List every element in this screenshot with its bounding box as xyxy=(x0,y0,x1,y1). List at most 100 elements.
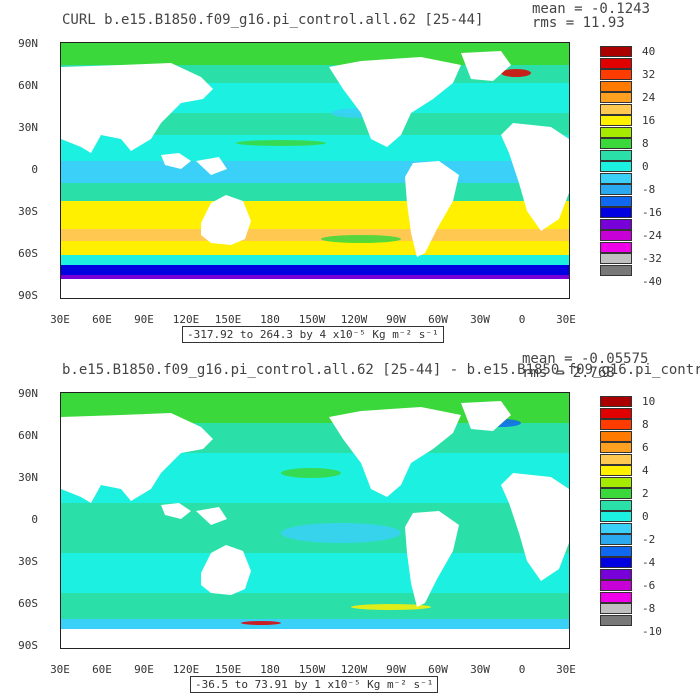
colorbar-swatch xyxy=(600,407,632,419)
colorbar-label: -24 xyxy=(642,229,662,242)
lon-label: 180 xyxy=(260,313,280,326)
lon-label: 120E xyxy=(172,313,200,326)
lat-label: 30N xyxy=(18,471,38,484)
colorbar-swatch xyxy=(600,264,632,276)
colorbar-swatch xyxy=(600,614,632,626)
colorbar-swatch xyxy=(600,207,632,218)
lat-label: 30N xyxy=(18,121,38,134)
field-anomaly xyxy=(351,604,431,610)
map-field xyxy=(61,393,569,648)
lon-label: 30E xyxy=(556,313,576,326)
colorbar-swatch xyxy=(600,522,632,534)
lat-label: 90S xyxy=(18,289,38,302)
field-band xyxy=(61,553,569,593)
colorbar-swatch xyxy=(600,253,632,264)
colorbar-label: -8 xyxy=(642,183,656,196)
colorbar-swatch xyxy=(600,92,632,103)
colorbar-swatch xyxy=(600,115,632,126)
field-band xyxy=(61,161,569,183)
rms-stat: rms = 2.768 xyxy=(522,365,615,381)
land-mass xyxy=(161,153,191,169)
field-anomaly xyxy=(236,140,326,146)
lat-label: 0 xyxy=(31,163,38,176)
colorbar-swatch xyxy=(600,172,632,184)
colorbar-swatch xyxy=(600,218,632,230)
colorbar-swatch xyxy=(600,396,632,407)
land-mass xyxy=(161,503,191,519)
lon-label: 150W xyxy=(298,313,326,326)
lon-label: 0 xyxy=(518,663,526,676)
land-mass xyxy=(201,195,251,245)
colorbar-swatch xyxy=(600,161,632,172)
field-band xyxy=(61,265,569,275)
colorbar-label: 16 xyxy=(642,114,656,127)
field-band xyxy=(61,255,569,265)
colorbar-label: -32 xyxy=(642,252,662,265)
colorbar-label: 32 xyxy=(642,68,656,81)
colorbar-swatch xyxy=(600,241,632,253)
colorbar-swatch xyxy=(600,591,632,603)
colorbar-swatch xyxy=(600,499,632,511)
colorbar-label: 0 xyxy=(642,510,649,523)
colorbar-swatch xyxy=(600,453,632,465)
colorbar-label: 10 xyxy=(642,395,656,408)
land-mass xyxy=(461,401,511,431)
colorbar-swatch xyxy=(600,465,632,476)
colorbar-label: -2 xyxy=(642,533,656,546)
colorbar-swatch xyxy=(600,126,632,138)
lon-label: 30E xyxy=(556,663,576,676)
lon-label: 90E xyxy=(134,663,154,676)
lat-label: 60S xyxy=(18,597,38,610)
colorbar-swatch xyxy=(600,419,632,430)
lon-label: 90W xyxy=(386,663,406,676)
colorbar-swatch xyxy=(600,69,632,80)
colorbar-swatch xyxy=(600,80,632,92)
lon-label: 30W xyxy=(470,663,490,676)
lon-label: 120E xyxy=(172,663,200,676)
difference-panel: b.e15.B1850.f09_g16.pi_control.all.62 [2… xyxy=(0,350,700,700)
field-band xyxy=(61,619,569,629)
colorbar-label: -40 xyxy=(642,275,662,288)
field-anomaly xyxy=(501,69,531,77)
colorbar-label: 6 xyxy=(642,441,649,454)
land-mass xyxy=(329,407,461,497)
field-band xyxy=(61,229,569,241)
mean-stat: mean = -0.05575 xyxy=(522,351,649,367)
lat-label: 60N xyxy=(18,429,38,442)
colorbar-label: 8 xyxy=(642,418,649,431)
field-anomaly xyxy=(281,468,341,478)
land-mass xyxy=(61,63,213,153)
lon-label: 180 xyxy=(260,663,280,676)
colorbar-swatch xyxy=(600,149,632,161)
mean-stat: mean = -0.1243 xyxy=(532,1,651,17)
land-mass xyxy=(329,57,461,147)
colorbar-swatch xyxy=(600,580,632,591)
lon-label: 150W xyxy=(298,663,326,676)
field-band xyxy=(61,593,569,619)
colorbar-swatch xyxy=(600,568,632,580)
land-mass xyxy=(61,629,569,648)
field-band xyxy=(61,183,569,201)
lat-label: 60N xyxy=(18,79,38,92)
colorbar-label: -8 xyxy=(642,602,656,615)
colorbar-swatch xyxy=(600,442,632,453)
map-plot-area xyxy=(60,392,570,649)
colorbar-label: -16 xyxy=(642,206,662,219)
lon-label: 30E xyxy=(50,663,70,676)
colorbar-swatch xyxy=(600,476,632,488)
colorbar-swatch xyxy=(600,46,632,57)
field-band xyxy=(61,201,569,229)
lat-label: 30S xyxy=(18,555,38,568)
land-mass xyxy=(501,473,569,581)
lon-label: 60E xyxy=(92,663,112,676)
lon-label: 30E xyxy=(50,313,70,326)
colorbar-label: 4 xyxy=(642,464,649,477)
field-band xyxy=(61,113,569,135)
lon-label: 60W xyxy=(428,313,448,326)
colorbar-swatch xyxy=(600,545,632,557)
land-mass xyxy=(196,507,227,525)
lat-label: 60S xyxy=(18,247,38,260)
contour-range-label: -36.5 to 73.91 by 1 x10⁻⁵ Kg m⁻² s⁻¹ xyxy=(190,676,439,693)
colorbar-swatch xyxy=(600,488,632,499)
map-plot-area xyxy=(60,42,570,299)
